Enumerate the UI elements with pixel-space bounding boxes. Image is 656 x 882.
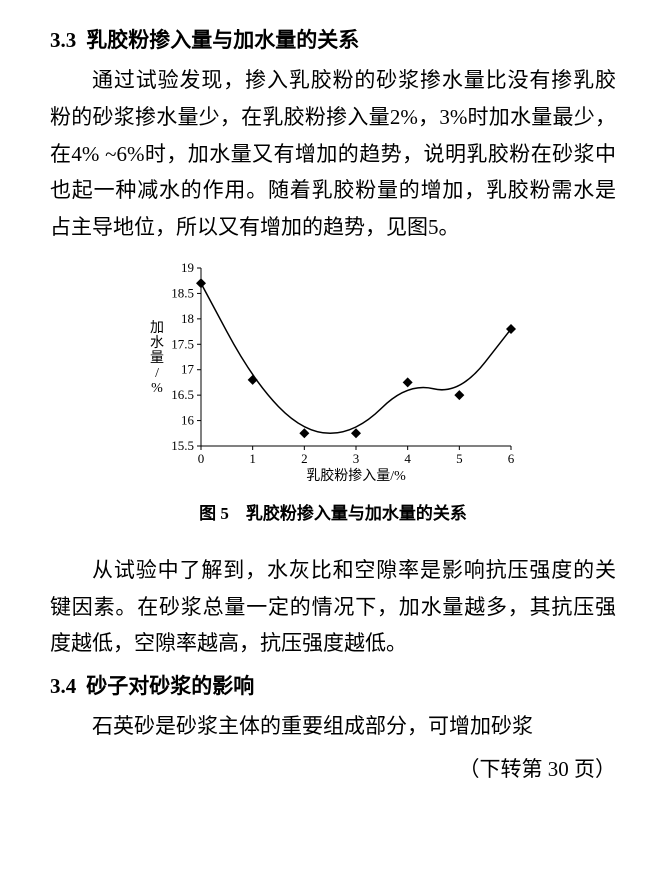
figure-5: 15.5 16 16.5 17 17.5 18 18.5 19 0 1 2 3 4 5 6 乳胶粉掺入量/% 加… [50,256,616,491]
svg-text:15.5: 15.5 [171,438,194,453]
svg-text:1: 1 [249,451,256,466]
section-3-3-heading: 3.3 乳胶粉掺入量与加水量的关系 [50,24,616,54]
svg-text:3: 3 [353,451,360,466]
svg-text:乳胶粉掺入量/%: 乳胶粉掺入量/% [306,467,406,484]
svg-text:0: 0 [198,451,205,466]
svg-text:6: 6 [508,451,515,466]
svg-text:5: 5 [456,451,463,466]
svg-text:16: 16 [181,412,195,427]
svg-text:17.5: 17.5 [171,336,194,351]
section-3-3-para-1: 通过试验发现，掺入乳胶粉的砂浆掺水量比没有掺乳胶粉的砂浆掺水量少，在乳胶粉掺入量… [50,62,616,246]
svg-text:%: % [151,381,163,396]
section-3-4-number: 3.4 [50,674,76,698]
svg-text:/: / [155,366,159,381]
svg-text:19: 19 [181,260,194,275]
figure-5-chart: 15.5 16 16.5 17 17.5 18 18.5 19 0 1 2 3 4 5 6 乳胶粉掺入量/% 加… [143,256,523,486]
section-3-4-heading: 3.4 砂子对砂浆的影响 [50,670,616,700]
figure-5-caption: 图 5 乳胶粉掺入量与加水量的关系 [50,499,616,524]
svg-text:2: 2 [301,451,308,466]
svg-text:量: 量 [150,350,164,366]
section-3-4-para-1: 石英砂是砂浆主体的重要组成部分，可增加砂浆 [50,708,616,745]
svg-text:18: 18 [181,311,194,326]
section-3-3-title: 乳胶粉掺入量与加水量的关系 [86,28,359,52]
svg-text:17: 17 [181,361,195,376]
svg-text:16.5: 16.5 [171,387,194,402]
svg-text:18.5: 18.5 [171,285,194,300]
page: 3.3 乳胶粉掺入量与加水量的关系 通过试验发现，掺入乳胶粉的砂浆掺水量比没有掺乳… [0,0,656,834]
svg-text:水: 水 [150,335,164,351]
svg-text:加: 加 [150,320,164,336]
section-3-3-number: 3.3 [50,28,76,52]
turn-page-note: （下转第 30 页） [50,753,616,783]
post-figure-para: 从试验中了解到，水灰比和空隙率是影响抗压强度的关键因素。在砂浆总量一定的情况下，… [50,552,616,662]
section-3-4-title: 砂子对砂浆的影响 [86,674,254,698]
svg-text:4: 4 [404,451,411,466]
